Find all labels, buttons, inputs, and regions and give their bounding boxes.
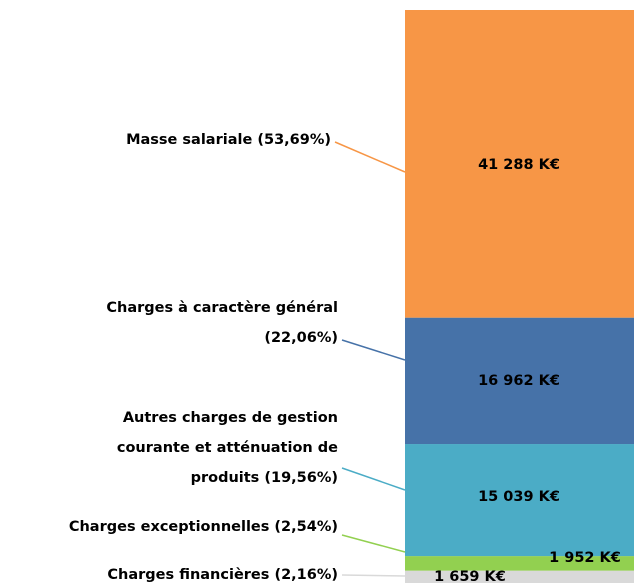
category-label: Autres charges de gestion [123,410,338,426]
leader-line [341,534,406,553]
bar-segment [405,444,634,557]
category-label: produits (19,56%) [191,470,338,486]
value-label: 16 962 K€ [478,373,560,389]
category-label: (22,06%) [264,330,338,346]
leader-line [334,141,406,173]
value-label: 1 952 K€ [549,550,621,566]
category-label: Masse salariale (53,69%) [126,132,331,148]
category-label: Charges financières (2,16%) [107,567,338,583]
leader-line [341,339,406,361]
value-label: 15 039 K€ [478,489,560,505]
bar-segment [405,317,634,445]
leader-line [341,467,406,491]
leader-line [341,574,406,577]
bar-segment [405,10,634,318]
value-label: 41 288 K€ [478,157,560,173]
bar-segment [405,556,634,571]
bar-segment [405,570,634,583]
category-label: Charges exceptionnelles (2,54%) [69,519,338,535]
category-label: Charges à caractère général [106,300,338,316]
category-label: courante et atténuation de [117,440,338,456]
value-label: 1 659 K€ [434,569,506,583]
